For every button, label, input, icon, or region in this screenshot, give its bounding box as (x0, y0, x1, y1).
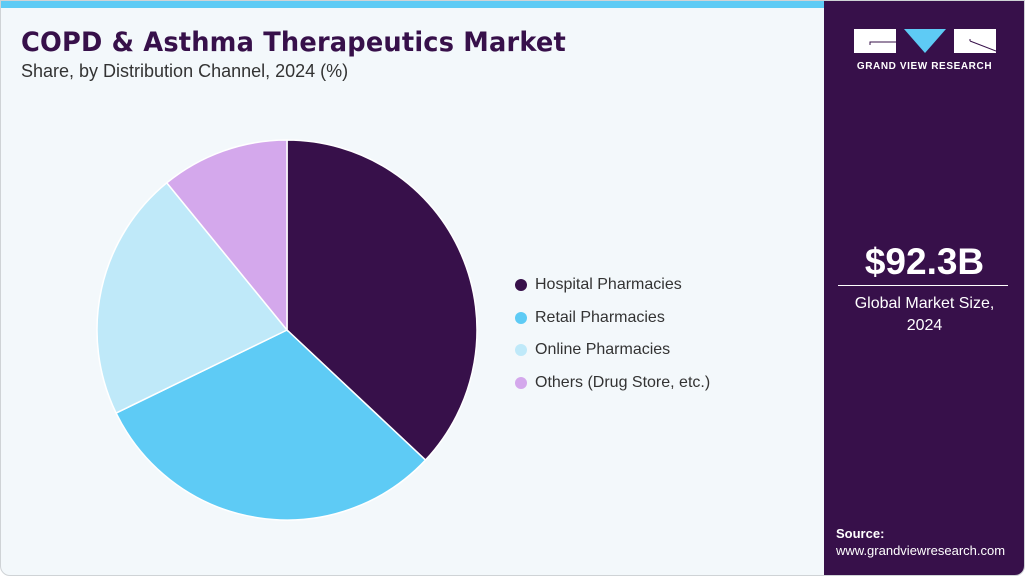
legend-item-retail-pharmacies: Retail Pharmacies (515, 302, 710, 335)
legend-label: Online Pharmacies (535, 341, 671, 359)
side-panel: GRAND VIEW RESEARCH $92.3B Global Market… (824, 1, 1024, 575)
top-accent-bar (1, 1, 824, 8)
divider (838, 285, 1008, 286)
legend-dot-icon (515, 344, 527, 357)
chart-title: COPD & Asthma Therapeutics Market (21, 27, 566, 58)
market-size-label-line1: Global Market Size, (854, 295, 995, 312)
logo-text: GRAND VIEW RESEARCH (856, 61, 993, 72)
legend-dot-icon (515, 279, 527, 292)
legend-label: Hospital Pharmacies (535, 276, 682, 294)
legend-label: Others (Drug Store, etc.) (535, 373, 711, 391)
source-label: Source: (836, 526, 885, 541)
chart-legend: Hospital Pharmacies Retail Pharmacies On… (515, 269, 710, 399)
legend-item-online-pharmacies: Online Pharmacies (515, 334, 710, 367)
market-size-value: $92.3B (864, 241, 985, 282)
grand-view-research-logo-icon (854, 29, 996, 53)
market-size-label: Global Market Size, 2024 (824, 293, 1024, 337)
legend-item-hospital-pharmacies: Hospital Pharmacies (515, 269, 710, 302)
legend-label: Retail Pharmacies (535, 308, 665, 326)
legend-item-others: Others (Drug Store, etc.) (515, 367, 710, 400)
pie-slice-online-pharmacies (96, 181, 289, 415)
chart-subtitle: Share, by Distribution Channel, 2024 (%) (21, 61, 349, 81)
source-url: www.grandviewresearch.com (836, 543, 1006, 558)
pie-slice-hospital-pharmacies (286, 139, 478, 462)
market-size-label-line2: 2024 (906, 317, 943, 334)
pie-slice-others-drug-store-etc (165, 139, 288, 333)
pie-chart (96, 139, 478, 521)
pie-slice-retail-pharmacies (115, 329, 427, 521)
legend-dot-icon (515, 311, 527, 324)
legend-dot-icon (515, 376, 527, 389)
